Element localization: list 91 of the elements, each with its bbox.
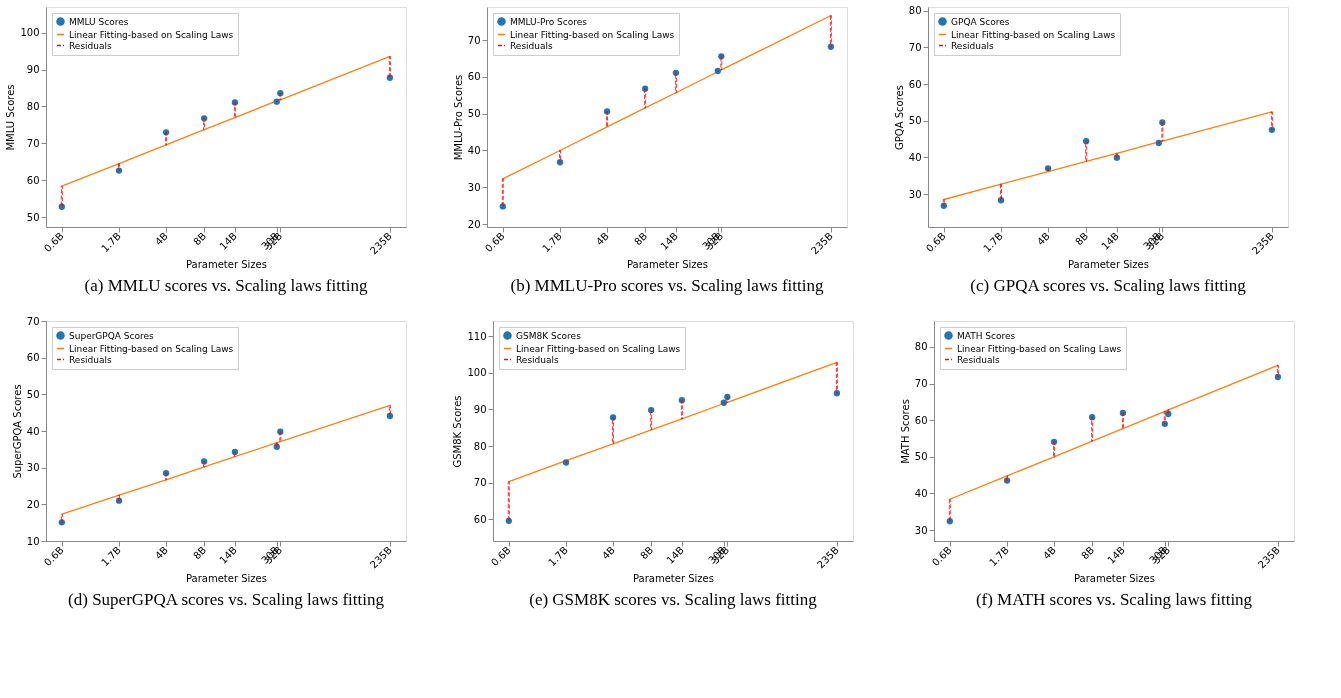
y-tick-label: 50 <box>26 211 40 223</box>
legend-label: Residuals <box>957 354 1001 365</box>
y-tick-label: 60 <box>908 78 922 90</box>
x-axis-title: Parameter Sizes <box>186 259 267 271</box>
x-tick-label: 4B <box>599 544 618 562</box>
y-tick-label: 10 <box>26 535 40 547</box>
legend-label: Linear Fitting-based on Scaling Laws <box>510 29 675 40</box>
x-axis-title: Parameter Sizes <box>627 259 708 271</box>
y-tick-label: 60 <box>914 414 928 426</box>
x-axis-title: Parameter Sizes <box>1074 573 1155 585</box>
text: (e) GSM8K scores vs. Scaling laws fitting <box>529 589 818 609</box>
legend-label: Residuals <box>69 40 113 51</box>
y-tick-label: 60 <box>467 71 481 83</box>
legend-label: Linear Fitting-based on Scaling Laws <box>957 343 1122 354</box>
y-tick-label: 70 <box>26 315 40 327</box>
legend-label: Linear Fitting-based on Scaling Laws <box>69 343 234 354</box>
legend-label: Residuals <box>510 40 554 51</box>
y-tick-label: 70 <box>908 41 922 53</box>
x-tick-label: 8B <box>638 544 656 562</box>
y-tick-label: 50 <box>908 115 922 127</box>
x-tick-label: 4B <box>1040 544 1059 562</box>
x-tick-label: 14B <box>658 230 681 252</box>
y-axis-title: MMLU-Pro Scores <box>452 74 464 161</box>
y-axis-title: MATH Scores <box>899 399 911 464</box>
text: (f) MATH scores vs. Scaling laws fitting <box>975 589 1253 609</box>
y-tick-label: 110 <box>467 330 487 342</box>
y-tick-label: 70 <box>473 477 487 489</box>
y-tick-label: 100 <box>467 367 487 379</box>
y-tick-label: 90 <box>26 64 40 76</box>
y-tick-label: 80 <box>473 440 487 452</box>
y-tick-label: 70 <box>914 378 928 390</box>
text: (b) MMLU-Pro scores vs. Scaling laws fitting <box>510 275 825 295</box>
y-tick-label: 80 <box>908 5 922 17</box>
x-tick-label: 14B <box>217 230 240 252</box>
x-tick-label: 4B <box>593 230 612 248</box>
legend-label: Residuals <box>516 354 560 365</box>
y-tick-label: 50 <box>467 108 481 120</box>
legend-label: SuperGPQA Scores <box>69 330 155 341</box>
x-tick-label: 8B <box>191 544 209 562</box>
y-tick-label: 60 <box>26 174 40 186</box>
legend-label: GSM8K Scores <box>516 330 582 341</box>
x-tick-label: 8B <box>1073 230 1091 248</box>
legend-label: Residuals <box>69 354 113 365</box>
x-tick-label: 4B <box>152 230 171 248</box>
y-tick-label: 30 <box>914 524 928 536</box>
x-tick-label: 8B <box>632 230 650 248</box>
x-tick-label: 4B <box>1034 230 1053 248</box>
text: (d) SuperGPQA scores vs. Scaling laws fitting <box>68 589 385 609</box>
legend-label: MMLU Scores <box>69 16 129 27</box>
y-tick-label: 70 <box>467 34 481 46</box>
text: (a) MMLU scores vs. Scaling laws fitting <box>84 275 368 295</box>
y-tick-label: 30 <box>467 181 481 193</box>
x-tick-label: 8B <box>1079 544 1097 562</box>
y-axis-title: MMLU Scores <box>5 84 17 151</box>
legend-label: Linear Fitting-based on Scaling Laws <box>69 29 234 40</box>
x-axis-title: Parameter Sizes <box>186 573 267 585</box>
x-tick-label: 4B <box>152 544 171 562</box>
y-tick-label: 60 <box>473 513 487 525</box>
legend-label: MMLU-Pro Scores <box>510 16 588 27</box>
y-axis-title: GSM8K Scores <box>452 395 464 468</box>
y-axis-title: GPQA Scores <box>893 85 905 150</box>
y-axis-title: SuperGPQA Scores <box>11 384 23 479</box>
y-tick-label: 20 <box>467 218 481 230</box>
legend-label: Linear Fitting-based on Scaling Laws <box>951 29 1116 40</box>
y-tick-label: 40 <box>908 151 922 163</box>
y-tick-label: 20 <box>26 498 40 510</box>
legend-label: Linear Fitting-based on Scaling Laws <box>516 343 681 354</box>
x-tick-label: 14B <box>1099 230 1122 252</box>
y-tick-label: 40 <box>467 144 481 156</box>
y-tick-label: 80 <box>914 341 928 353</box>
y-tick-label: 50 <box>914 451 928 463</box>
x-tick-label: 8B <box>191 230 209 248</box>
x-axis-title: Parameter Sizes <box>1068 259 1149 271</box>
y-tick-label: 40 <box>914 487 928 499</box>
legend-label: Residuals <box>951 40 995 51</box>
x-tick-label: 14B <box>217 544 240 566</box>
y-tick-label: 60 <box>26 352 40 364</box>
text: (c) GPQA scores vs. Scaling laws fitting <box>970 275 1247 295</box>
y-tick-label: 100 <box>20 27 40 39</box>
legend-label: GPQA Scores <box>951 16 1010 27</box>
y-tick-label: 40 <box>26 425 40 437</box>
y-tick-label: 30 <box>26 462 40 474</box>
y-tick-label: 50 <box>26 388 40 400</box>
y-tick-label: 30 <box>908 188 922 200</box>
y-tick-label: 90 <box>473 403 487 415</box>
x-tick-label: 14B <box>1105 544 1128 566</box>
x-axis-title: Parameter Sizes <box>633 573 714 585</box>
y-tick-label: 80 <box>26 101 40 112</box>
y-tick-label: 70 <box>26 137 40 149</box>
x-tick-label: 14B <box>664 544 687 566</box>
legend-label: MATH Scores <box>957 330 1016 341</box>
